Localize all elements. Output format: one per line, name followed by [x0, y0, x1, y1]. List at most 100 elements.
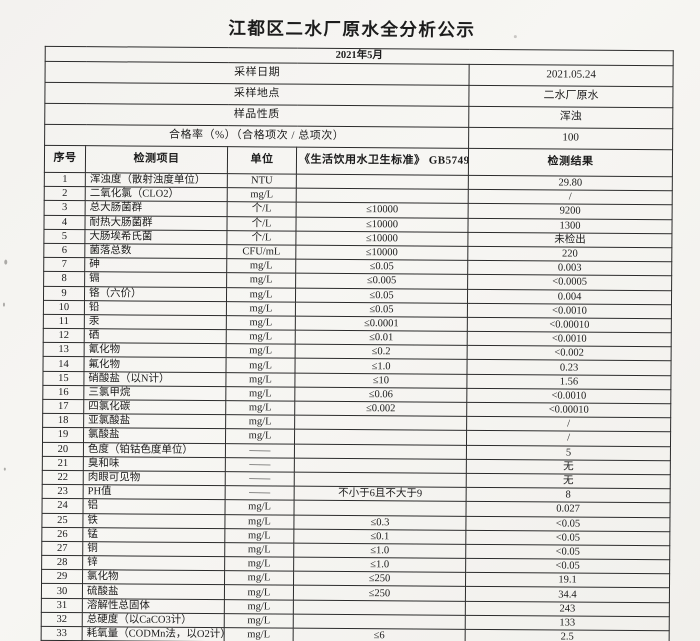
cell-no: 33	[41, 626, 83, 641]
cell-item: 氟化物	[83, 357, 227, 373]
cell-unit: mg/L	[226, 329, 296, 345]
cell-no: 30	[41, 583, 83, 599]
cell-standard: ≤0.06	[294, 386, 467, 403]
info-label: 采样地点	[44, 82, 470, 107]
cell-unit: 个/L	[226, 230, 296, 246]
info-label: 合格率（%）（合格项次 / 总项次）	[44, 124, 469, 149]
cell-item: 铬（六价）	[84, 286, 227, 302]
cell-unit: mg/L	[225, 414, 295, 430]
cell-unit: mg/L	[226, 301, 296, 316]
cell-standard: ≤10000	[295, 216, 469, 233]
col-header-result: 检测结果	[468, 148, 673, 177]
cell-item: 耗氧量（CODMn法，以O2计）	[82, 626, 225, 641]
cell-result: <0.0010	[467, 303, 672, 319]
col-header-unit: 单位	[227, 146, 297, 175]
cell-item: 氯酸盐	[83, 428, 226, 444]
cell-unit: ——	[225, 471, 295, 487]
cell-standard	[294, 472, 467, 488]
cell-no: 27	[41, 541, 83, 556]
cell-no: 2	[44, 186, 86, 202]
cell-standard	[294, 415, 467, 431]
cell-no: 11	[43, 314, 85, 329]
cell-unit: mg/L	[225, 386, 295, 402]
analysis-table: 2021年5月 采样日期 2021.05.24 采样地点 二水厂原水 样品性质 浑浊 合格率…	[40, 45, 674, 641]
cell-item: 大肠埃希氏菌	[84, 229, 227, 245]
info-value: 2021.05.24	[469, 64, 674, 87]
cell-unit: mg/L	[225, 499, 295, 515]
cell-result: 0.004	[467, 288, 672, 305]
cell-item: 色度（铂钴色度单位）	[83, 442, 226, 458]
cell-standard	[294, 457, 467, 474]
cell-result: 0.003	[467, 260, 672, 277]
cell-no: 3	[44, 200, 86, 216]
cell-result: 0.027	[465, 501, 671, 518]
col-header-item: 检测项目	[85, 145, 228, 174]
cell-unit: mg/L	[224, 585, 294, 600]
cell-result: /	[466, 416, 671, 433]
cell-no: 24	[42, 498, 84, 514]
cell-result: 34.4	[465, 586, 670, 603]
cell-no: 8	[43, 271, 85, 287]
cell-item: 砷	[84, 257, 227, 273]
cell-no: 22	[42, 470, 84, 485]
cell-standard: ≤10	[294, 372, 467, 389]
cell-unit: NTU	[227, 173, 297, 189]
cell-item: 菌落总数	[84, 243, 227, 259]
scan-artifact	[513, 35, 517, 39]
cell-unit: mg/L	[224, 514, 295, 529]
cell-standard	[293, 613, 466, 630]
cell-unit: mg/L	[224, 542, 294, 558]
cell-standard: 不小于6且不大于9	[294, 486, 467, 502]
cell-result: /	[466, 430, 671, 447]
cell-result: <0.05	[465, 558, 670, 574]
cell-result: 133	[465, 615, 670, 631]
cell-result: <0.0005	[467, 274, 672, 291]
cell-unit: mg/L	[226, 287, 296, 302]
cell-result: 1300	[467, 217, 673, 234]
cell-result: 5	[466, 444, 671, 461]
cell-no: 16	[42, 385, 84, 400]
cell-result: 2.5	[465, 629, 670, 641]
cell-unit: ——	[225, 443, 295, 458]
cell-unit: mg/L	[226, 258, 296, 274]
cell-no: 32	[41, 612, 83, 627]
cell-unit: mg/L	[227, 187, 297, 203]
cell-standard	[294, 500, 467, 516]
col-header-standard: 《生活饮用水卫生标准》 GB5749	[296, 147, 469, 176]
cell-no: 20	[42, 441, 84, 457]
cell-no: 7	[43, 257, 85, 272]
cell-item: 硒	[84, 328, 227, 344]
cell-result: 29.80	[468, 175, 673, 191]
cell-unit: ——	[225, 485, 295, 501]
cell-no: 12	[43, 328, 85, 343]
cell-unit: mg/L	[224, 599, 294, 614]
info-section: 采样日期 2021.05.24 采样地点 二水厂原水 样品性质 浑浊 合格率（%）（合格项次…	[44, 61, 674, 150]
cell-unit: mg/L	[225, 372, 295, 387]
cell-no: 25	[41, 512, 84, 528]
cell-standard	[293, 599, 466, 616]
cell-standard: ≤250	[293, 571, 466, 587]
info-label: 样品性质	[44, 103, 469, 128]
scan-artifact	[2, 302, 5, 307]
cell-standard: ≤250	[293, 585, 466, 601]
cell-standard: ≤0.05	[295, 301, 468, 318]
cell-no: 19	[42, 427, 84, 443]
cell-item: 铝	[83, 498, 226, 515]
cell-standard: ≤1.0	[293, 542, 466, 559]
cell-standard: ≤0.002	[294, 401, 467, 417]
cell-standard: ≤1.0	[294, 358, 468, 374]
cell-item: 锌	[82, 555, 225, 571]
cell-result: <0.00010	[466, 402, 671, 418]
scan-artifact	[4, 259, 8, 265]
cell-item: 溶解性总固体	[82, 598, 225, 614]
cell-item: 氯化物	[82, 569, 225, 586]
cell-standard	[294, 429, 467, 445]
cell-standard: ≤10000	[296, 202, 469, 218]
cell-unit: 个/L	[226, 216, 297, 231]
cell-item: 汞	[84, 314, 227, 330]
cell-result: 无	[466, 473, 671, 489]
cell-standard: ≤0.0001	[295, 315, 468, 332]
cell-item: 总大肠菌群	[85, 201, 228, 217]
